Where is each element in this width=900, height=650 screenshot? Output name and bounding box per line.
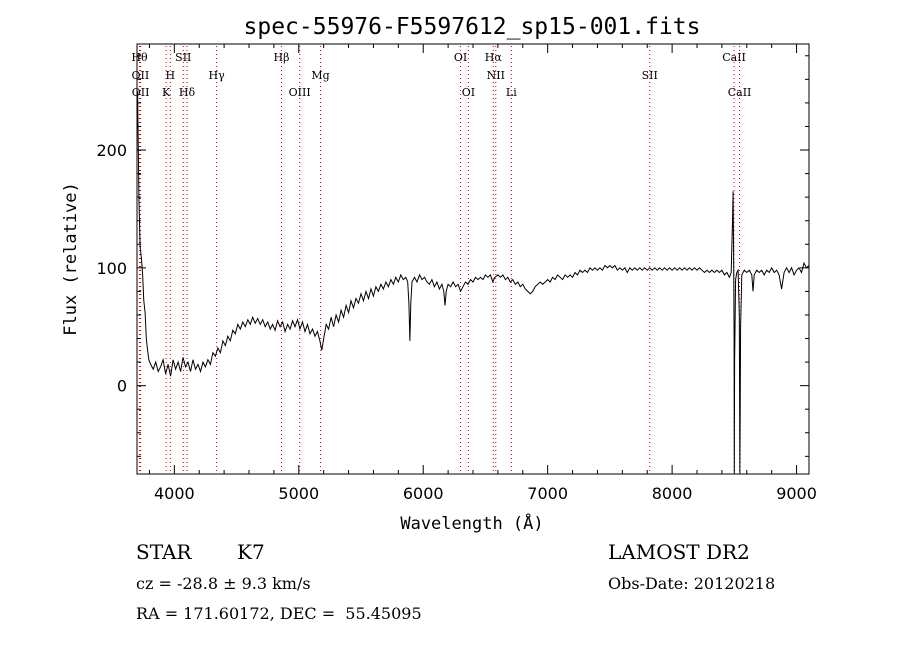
axes: 4000 5000 6000 7000 8000 9000 0 100 200 (96, 44, 817, 503)
obs-date: Obs-Date: 20120218 (608, 574, 776, 593)
line-marker-label: Hγ (209, 69, 226, 82)
line-marker-label: SII (642, 69, 658, 82)
line-marker-label: Hβ (274, 51, 290, 64)
coordinates: RA = 171.60172, DEC = 55.45095 (136, 604, 422, 623)
line-marker-label: OII (132, 86, 150, 99)
line-marker-label: Hδ (179, 86, 196, 99)
x-tick-label: 6000 (403, 484, 444, 503)
line-marker-label: H (166, 69, 176, 82)
line-marker-label: CaII (722, 51, 746, 64)
line-marker-label: OI (454, 51, 467, 64)
line-marker-label: K (162, 86, 171, 99)
line-marker-label: OI (462, 86, 475, 99)
line-marker-label: NII (487, 69, 505, 82)
x-tick-label: 5000 (278, 484, 319, 503)
line-marker-label: OII (132, 69, 150, 82)
y-axis-label: Flux (relative) (61, 182, 81, 336)
redshift-value: cz = -28.8 ± 9.3 km/s (136, 574, 311, 593)
object-class: STAR (136, 540, 192, 564)
line-marker-label: Mg (311, 69, 329, 82)
spectrum-line (137, 91, 810, 475)
x-axis-label: Wavelength (Å) (400, 512, 543, 534)
x-tick-label: 7000 (527, 484, 568, 503)
line-marker-label: Hθ (131, 51, 148, 64)
line-marker-label: Hα (485, 51, 503, 64)
line-marker-label: SII (175, 51, 191, 64)
chart-title: spec-55976-F5597612_sp15-001.fits (244, 14, 701, 40)
spectral-subclass: K7 (237, 540, 265, 564)
x-tick-label: 9000 (776, 484, 817, 503)
survey-name: LAMOST DR2 (608, 540, 750, 564)
line-marker-label: Li (506, 86, 517, 99)
x-tick-label: 8000 (652, 484, 693, 503)
line-marker-label: CaII (728, 86, 752, 99)
y-tick-label: 200 (96, 141, 127, 160)
y-tick-label: 100 (96, 259, 127, 278)
y-tick-label: 0 (117, 377, 127, 396)
line-marker-label: OIII (289, 86, 311, 99)
plot-frame (136, 43, 810, 475)
x-tick-label: 4000 (154, 484, 195, 503)
